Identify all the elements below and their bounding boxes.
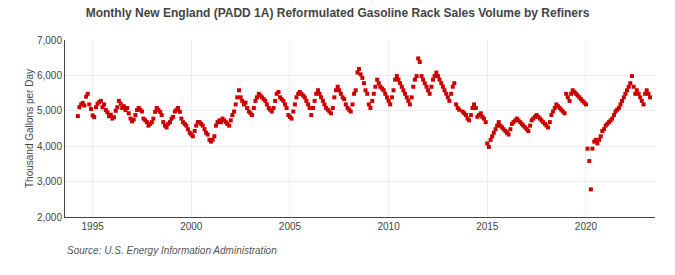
svg-text:4,000: 4,000 [37, 141, 62, 152]
svg-text:2000: 2000 [180, 221, 203, 232]
svg-text:3,000: 3,000 [37, 176, 62, 187]
svg-text:Source: U.S. Energy Informatio: Source: U.S. Energy Information Administ… [67, 245, 277, 256]
svg-text:2015: 2015 [476, 221, 499, 232]
svg-text:2010: 2010 [377, 221, 400, 232]
svg-text:Monthly New England (PADD 1A): Monthly New England (PADD 1A) Reformulat… [86, 6, 590, 20]
svg-text:2020: 2020 [575, 221, 598, 232]
svg-text:1995: 1995 [82, 221, 105, 232]
svg-text:5,000: 5,000 [37, 105, 62, 116]
svg-text:2,000: 2,000 [37, 212, 62, 223]
svg-text:2005: 2005 [279, 221, 302, 232]
svg-text:7,000: 7,000 [37, 35, 62, 46]
svg-text:6,000: 6,000 [37, 70, 62, 81]
svg-text:Thousand Gallons per Day: Thousand Gallons per Day [24, 69, 35, 188]
